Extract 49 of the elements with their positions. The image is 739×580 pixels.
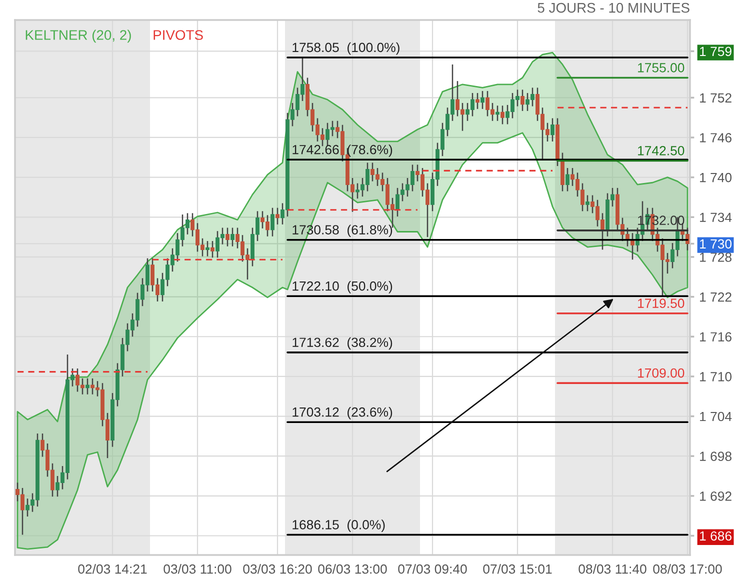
candlestick [496, 105, 500, 122]
candlestick [230, 227, 234, 247]
y-tick-label: 1 704 [700, 412, 732, 422]
candlestick [226, 227, 230, 247]
candlestick [270, 207, 274, 238]
y-tick-label: 1 722 [700, 292, 732, 302]
data-label: 1755.00 [638, 63, 684, 72]
data-label: 1719.50 [638, 298, 684, 308]
y-tick-label: 1 730 [700, 239, 732, 249]
text: PIVOTS [154, 30, 203, 40]
candlestick [86, 378, 90, 395]
y-tick-label: 1 746 [700, 133, 732, 142]
data-label: 1742.50 [638, 146, 684, 156]
x-tick-label: 07/03 09:40 [398, 564, 467, 574]
candlestick [550, 118, 554, 142]
y-tick-label: 1 728 [700, 252, 732, 262]
y-tick-label: 1 734 [700, 212, 732, 222]
y-tick-label: 1 716 [700, 332, 732, 342]
data-label: 1686.15 (0.0%) [292, 520, 385, 532]
x-tick-label: 06/03 13:00 [318, 564, 387, 574]
candlestick [500, 105, 504, 125]
y-tick-label: 1 710 [700, 372, 732, 382]
data-label: 1722.10 (50.0%) [292, 281, 392, 294]
data-label: 1709.00 [638, 368, 684, 378]
candlestick [206, 240, 210, 257]
x-tick-label: 03/03 11:00 [164, 564, 232, 574]
y-tick-label: 1 692 [700, 491, 732, 501]
x-tick-label: 07/03 15:01 [483, 564, 552, 574]
candlestick [276, 207, 280, 226]
data-label: 1703.12 (23.6%) [292, 407, 392, 420]
legend-label: KELTNER (20, 2) [26, 30, 131, 43]
candlestick [210, 240, 214, 258]
y-tick-label: 1 740 [700, 172, 732, 182]
chart-title: 5 JOURS - 10 MINUTES [538, 2, 690, 13]
candlestick [566, 167, 570, 192]
y-tick-label: 1 698 [700, 452, 732, 462]
candlestick [480, 90, 484, 110]
data-label: 1758.05 (100.0%) [292, 42, 400, 55]
candlestick [476, 92, 480, 110]
candlestick [586, 194, 590, 212]
x-tick-label: 08/03 17:00 [653, 564, 722, 574]
y-tick-label: 1 686 [700, 531, 732, 541]
data-label: 1713.62 (38.2%) [292, 337, 392, 350]
y-tick-label: 1 759 [700, 46, 732, 56]
x-tick-label: 08/03 11:40 [578, 564, 646, 574]
y-tick-label: 1 752 [700, 93, 732, 103]
x-tick-label: 03/03 16:20 [243, 564, 312, 574]
candlestick [520, 89, 524, 112]
x-tick-label: 02/03 14:21 [78, 564, 147, 574]
